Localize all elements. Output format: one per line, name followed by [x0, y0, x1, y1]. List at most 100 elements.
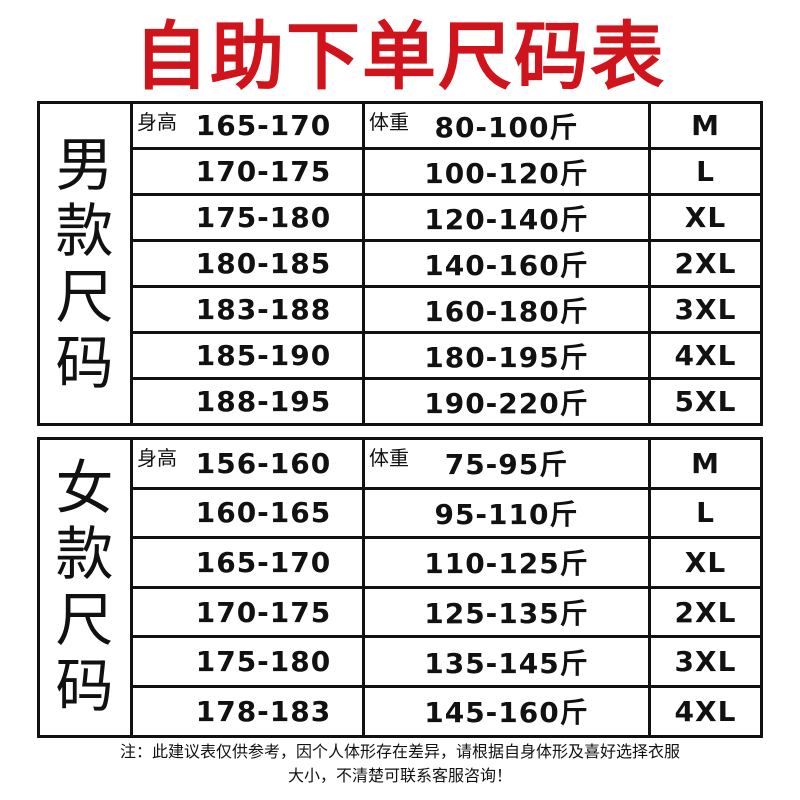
table-row: 188-195 190-220斤 5XL [39, 377, 763, 426]
table-row: 165-170 110-125斤 XL [39, 536, 763, 589]
size-cell: 4XL [648, 684, 763, 738]
height-value: 170-175 [195, 595, 332, 629]
size-value: L [696, 155, 715, 188]
size-value: 2XL [674, 247, 737, 280]
size-value: L [696, 496, 715, 530]
size-value: XL [684, 201, 727, 234]
heading-char: 款 [55, 196, 115, 265]
height-cell: 180-185 [130, 239, 365, 288]
weight-cell: 190-220斤 [362, 377, 651, 426]
height-value: 156-160 [195, 446, 332, 480]
height-label: 身高 [137, 110, 177, 134]
table-row: 160-165 95-110斤 L [39, 486, 763, 540]
height-value: 175-180 [195, 201, 332, 234]
height-cell: 175-180 [130, 635, 365, 688]
women-heading: 女款尺码 [37, 437, 133, 738]
page-title: 自助下单尺码表 [134, 14, 666, 100]
weight-cell: 180-195斤 [362, 331, 651, 380]
weight-cell: 体重 75-95斤 [362, 437, 651, 490]
height-cell: 175-180 [130, 193, 365, 242]
height-value: 180-185 [195, 247, 332, 280]
height-value: 165-170 [195, 545, 332, 579]
table-row: 女款尺码身高 156-160 体重 75-95斤 M [37, 437, 763, 738]
disclaimer-note: 注：此建议表仅供参考，因个人体形存在差异，请根据自身体形及喜好选择衣服 大小，不… [0, 740, 800, 788]
table-row: 男款尺码身高 165-170 体重 80-100斤 M [37, 101, 763, 426]
size-value: M [691, 109, 720, 142]
heading-char: 码 [55, 652, 115, 721]
size-cell: 3XL [648, 635, 763, 688]
weight-value: 190-220斤 [424, 386, 589, 420]
height-value: 175-180 [195, 645, 332, 679]
note-line-2: 大小，不清楚可联系客服咨询！ [287, 766, 512, 785]
height-value: 178-183 [195, 694, 332, 728]
size-cell: M [648, 101, 763, 150]
height-value: 183-188 [195, 293, 332, 326]
size-cell: L [648, 486, 763, 540]
size-value: 3XL [674, 293, 737, 326]
size-value: 3XL [674, 645, 737, 679]
weight-value: 80-100斤 [434, 110, 579, 144]
height-cell: 170-175 [130, 147, 365, 196]
weight-value: 120-140斤 [424, 202, 589, 236]
height-label: 身高 [137, 446, 177, 470]
size-cell: 2XL [648, 585, 763, 639]
weight-value: 140-160斤 [424, 248, 589, 282]
note-line-1: 注：此建议表仅供参考，因个人体形存在差异，请根据自身体形及喜好选择衣服 [119, 742, 680, 761]
table-row: 185-190 180-195斤 4XL [39, 331, 763, 380]
men-size-table: 男款尺码身高 165-170 体重 80-100斤 M 170-175 100-120斤 L 1… [37, 101, 763, 426]
table-row: 170-175 125-135斤 2XL [39, 585, 763, 639]
heading-char: 款 [55, 520, 115, 589]
size-value: 4XL [674, 694, 737, 728]
weight-cell: 145-160斤 [362, 684, 651, 738]
height-value: 160-165 [195, 496, 332, 530]
weight-label: 体重 [369, 446, 409, 470]
size-value: 4XL [674, 339, 737, 372]
size-value: 2XL [674, 595, 737, 629]
size-cell: 2XL [648, 239, 763, 288]
weight-cell: 95-110斤 [362, 486, 651, 540]
weight-value: 125-135斤 [424, 597, 589, 631]
size-value: M [691, 446, 720, 480]
weight-value: 160-180斤 [424, 294, 589, 328]
weight-value: 180-195斤 [424, 340, 589, 374]
size-value: 5XL [674, 385, 737, 418]
weight-value: 75-95斤 [444, 448, 569, 482]
weight-cell: 135-145斤 [362, 635, 651, 688]
height-cell: 165-170 [130, 536, 365, 589]
heading-char: 尺 [55, 262, 115, 331]
size-cell: XL [648, 536, 763, 589]
table-row: 180-185 140-160斤 2XL [39, 239, 763, 288]
table-row: 175-180 120-140斤 XL [39, 193, 763, 242]
height-cell: 188-195 [130, 377, 365, 426]
weight-cell: 120-140斤 [362, 193, 651, 242]
weight-cell: 100-120斤 [362, 147, 651, 196]
table-row: 170-175 100-120斤 L [39, 147, 763, 196]
height-cell: 160-165 [130, 486, 365, 540]
height-value: 165-170 [195, 109, 332, 142]
height-value: 170-175 [195, 155, 332, 188]
table-row: 183-188 160-180斤 3XL [39, 285, 763, 334]
weight-value: 95-110斤 [434, 497, 579, 531]
weight-value: 145-160斤 [424, 696, 589, 730]
men-heading: 男款尺码 [37, 101, 133, 426]
height-cell: 183-188 [130, 285, 365, 334]
heading-char: 尺 [55, 586, 115, 655]
size-cell: 3XL [648, 285, 763, 334]
height-cell: 身高 156-160 [130, 437, 365, 490]
size-cell: 4XL [648, 331, 763, 380]
weight-cell: 125-135斤 [362, 585, 651, 639]
height-value: 185-190 [195, 339, 332, 372]
weight-cell: 110-125斤 [362, 536, 651, 589]
women-size-table: 女款尺码身高 156-160 体重 75-95斤 M 160-165 95-110斤 L 165… [37, 437, 763, 738]
height-cell: 185-190 [130, 331, 365, 380]
height-cell: 身高 165-170 [130, 101, 365, 150]
size-cell: 5XL [648, 377, 763, 426]
heading-char: 男 [55, 130, 115, 199]
heading-char: 女 [55, 454, 115, 523]
size-cell: L [648, 147, 763, 196]
table-row: 175-180 135-145斤 3XL [39, 635, 763, 688]
size-cell: XL [648, 193, 763, 242]
heading-char: 码 [55, 328, 115, 397]
table-row: 178-183 145-160斤 4XL [39, 684, 763, 738]
size-value: XL [684, 545, 727, 579]
